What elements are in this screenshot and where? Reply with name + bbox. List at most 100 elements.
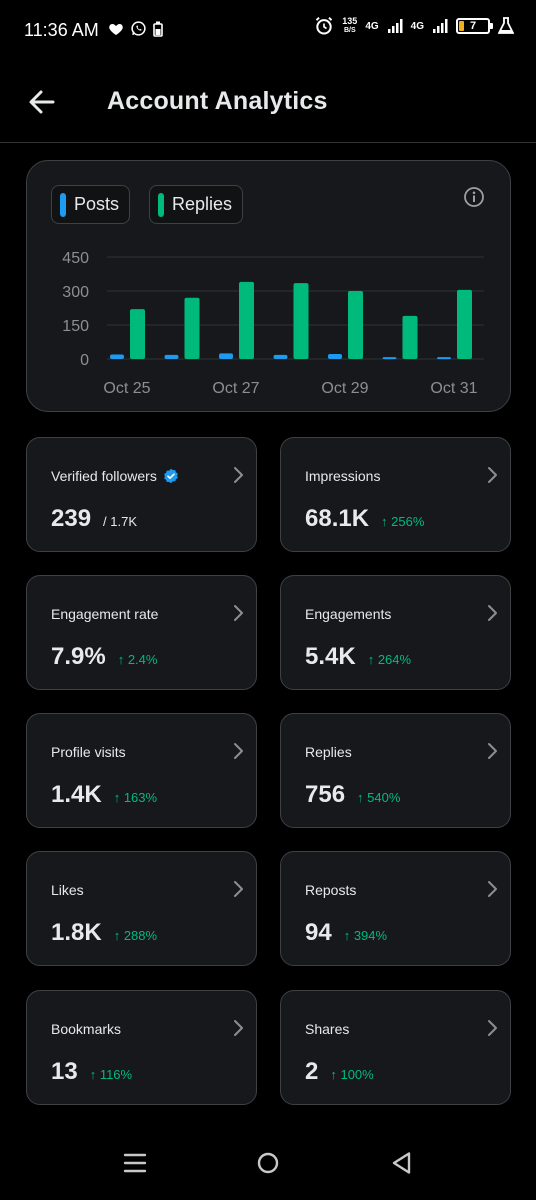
replies-bar bbox=[457, 289, 472, 359]
stat-label-text: Shares bbox=[305, 1021, 350, 1037]
stat-value-row: 756 ↑ 540% bbox=[305, 781, 400, 809]
stat-value-row: 13 ↑ 116% bbox=[51, 1058, 132, 1086]
verified-badge-icon bbox=[164, 468, 178, 484]
battery-icon: 7 bbox=[456, 18, 493, 34]
stat-label: Impressions bbox=[305, 468, 380, 484]
stat-label-text: Engagements bbox=[305, 606, 392, 622]
stat-label-text: Likes bbox=[51, 882, 84, 898]
chevron-right-icon bbox=[488, 881, 497, 897]
bar-chart: 0 150 300 450 Oct 25 Oct 27 Oct 29 Oct 31 bbox=[62, 250, 484, 397]
stat-card-profile-visits[interactable]: Profile visits 1.4K ↑ 163% bbox=[26, 713, 257, 828]
stat-card-engagement-rate[interactable]: Engagement rate 7.9% ↑ 2.4% bbox=[26, 575, 257, 690]
stat-card-shares[interactable]: Shares 2 ↑ 100% bbox=[280, 990, 511, 1105]
y-tick-label: 150 bbox=[62, 318, 89, 335]
stat-change: ↑ 116% bbox=[89, 1067, 133, 1082]
stat-label: Reposts bbox=[305, 882, 356, 898]
stat-value-row: 5.4K ↑ 264% bbox=[305, 643, 411, 671]
stat-value-row: 2 ↑ 100% bbox=[305, 1058, 374, 1086]
stat-value-row: 94 ↑ 394% bbox=[305, 919, 387, 947]
stat-value: 239 bbox=[51, 505, 92, 532]
stat-value: 94 bbox=[305, 919, 332, 946]
replies-bar bbox=[130, 309, 145, 359]
back-arrow-icon[interactable] bbox=[26, 86, 58, 118]
stat-label: Likes bbox=[51, 882, 84, 898]
replies-bar bbox=[348, 291, 363, 359]
menu-icon[interactable] bbox=[122, 1150, 148, 1176]
stat-card-impressions[interactable]: Impressions 68.1K ↑ 256% bbox=[280, 437, 511, 552]
stat-label: Engagements bbox=[305, 606, 391, 622]
posts-bar bbox=[110, 354, 124, 359]
posts-bar bbox=[219, 353, 233, 359]
stat-card-engagements[interactable]: Engagements 5.4K ↑ 264% bbox=[280, 575, 511, 690]
signal-icon bbox=[387, 19, 403, 33]
page-title: Account Analytics bbox=[107, 87, 328, 115]
posts-bar bbox=[437, 357, 451, 360]
stat-value-row: 7.9% ↑ 2.4% bbox=[51, 643, 157, 671]
stat-label: Profile visits bbox=[51, 744, 126, 760]
posts-bar bbox=[164, 354, 179, 359]
status-right-icons: 135 B/S 4G 4G 7 bbox=[314, 16, 514, 36]
replies-bar bbox=[184, 297, 200, 359]
info-icon[interactable] bbox=[463, 186, 485, 208]
posts-bar bbox=[273, 354, 288, 359]
stat-label-text: Profile visits bbox=[51, 744, 126, 760]
status-time: 11:36 AM bbox=[24, 20, 99, 40]
stat-change: ↑ 163% bbox=[113, 790, 158, 805]
stat-change: ↑ 100% bbox=[330, 1067, 374, 1082]
replies-bar bbox=[293, 283, 309, 359]
stat-value-row: 1.4K ↑ 163% bbox=[51, 781, 157, 809]
stat-card-reposts[interactable]: Reposts 94 ↑ 394% bbox=[280, 851, 511, 966]
home-circle-icon[interactable] bbox=[255, 1150, 281, 1176]
y-tick-label: 0 bbox=[80, 352, 89, 369]
replies-bar bbox=[402, 315, 418, 359]
back-triangle-icon[interactable] bbox=[389, 1150, 415, 1176]
chevron-right-icon bbox=[234, 467, 243, 483]
stat-card-bookmarks[interactable]: Bookmarks 13 ↑ 116% bbox=[26, 990, 257, 1105]
alarm-icon bbox=[316, 16, 333, 35]
replies-bar bbox=[239, 281, 254, 359]
battery-level: 7 bbox=[469, 20, 477, 32]
stat-value-row: 1.8K ↑ 288% bbox=[51, 919, 157, 947]
heart-icon bbox=[109, 23, 123, 35]
stat-value: 7.9% bbox=[51, 643, 106, 670]
posts-bar bbox=[328, 354, 342, 359]
stat-value: 13 bbox=[51, 1058, 78, 1085]
chevron-right-icon bbox=[488, 1020, 497, 1036]
y-tick-label: 300 bbox=[62, 284, 89, 301]
legend-posts-swatch bbox=[60, 192, 66, 217]
stat-change: ↑ 2.4% bbox=[117, 652, 158, 667]
legend-replies-label: Replies bbox=[172, 194, 233, 214]
battery-small-icon bbox=[153, 21, 163, 37]
stat-label-text: Impressions bbox=[305, 468, 381, 484]
legend-replies[interactable]: Replies bbox=[149, 185, 244, 224]
stat-change: ↑ 288% bbox=[113, 928, 158, 943]
stat-label: Shares bbox=[305, 1021, 349, 1037]
stat-value-row: 239 / 1.7K bbox=[51, 505, 137, 533]
stat-value: 5.4K bbox=[305, 643, 356, 670]
x-tick-label: Oct 29 bbox=[321, 380, 368, 397]
stat-label: Engagement rate bbox=[51, 606, 158, 622]
net-speed-unit: B/S bbox=[343, 27, 356, 34]
chevron-right-icon bbox=[488, 467, 497, 483]
stat-label-text: Verified followers bbox=[51, 468, 157, 484]
stat-total: / 1.7K bbox=[103, 514, 138, 529]
y-tick-label: 450 bbox=[62, 250, 89, 267]
chevron-right-icon bbox=[234, 1020, 243, 1036]
chevron-right-icon bbox=[488, 605, 497, 621]
stat-label-text: Bookmarks bbox=[51, 1021, 122, 1037]
legend-posts[interactable]: Posts bbox=[51, 185, 131, 224]
stat-card-verified-followers[interactable]: Verified followers 239 / 1.7K bbox=[26, 437, 257, 552]
stat-value: 756 bbox=[305, 781, 346, 808]
stat-value: 1.4K bbox=[51, 781, 102, 808]
stat-card-likes[interactable]: Likes 1.8K ↑ 288% bbox=[26, 851, 257, 966]
x-tick-label: Oct 27 bbox=[212, 380, 259, 397]
net-speed: 135 B/S bbox=[342, 16, 357, 36]
chart-card: Posts Replies 0 150 300 450 Oct 25 Oct 27 Oct … bbox=[26, 160, 511, 412]
stat-card-replies[interactable]: Replies 756 ↑ 540% bbox=[280, 713, 511, 828]
stat-change: ↑ 394% bbox=[343, 928, 388, 943]
chevron-right-icon bbox=[488, 743, 497, 759]
stat-label-text: Replies bbox=[305, 744, 352, 760]
posts-bar bbox=[382, 357, 397, 360]
x-tick-label: Oct 31 bbox=[430, 380, 477, 397]
stat-value: 1.8K bbox=[51, 919, 102, 946]
